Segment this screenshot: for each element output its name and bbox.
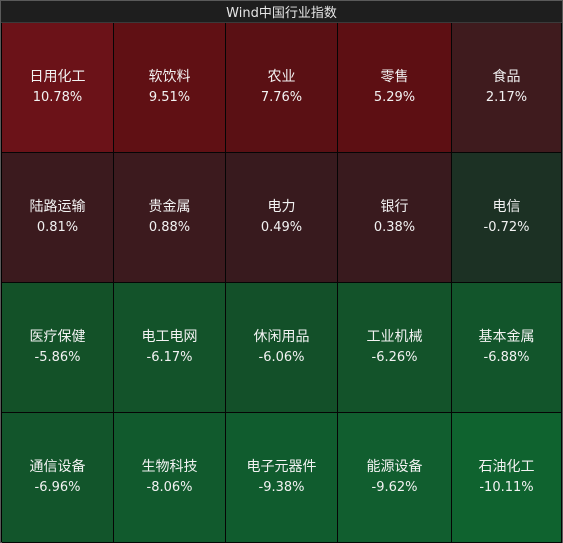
industry-tile[interactable]: 基本金属 -6.88% [452,283,562,413]
industry-name: 工业机械 [366,329,423,345]
heatmap-title: Wind中国行业指数 [226,6,337,21]
industry-name: 医疗保健 [29,329,86,345]
industry-tile[interactable]: 石油化工 -10.11% [452,413,562,543]
industry-tile[interactable]: 软饮料 9.51% [114,23,226,153]
industry-change-percent: 0.38% [373,220,416,235]
industry-name: 休闲用品 [253,329,310,345]
industry-name: 电工电网 [141,329,198,345]
industry-change-percent: -6.06% [258,350,305,365]
industry-change-percent: -6.26% [371,350,418,365]
industry-change-percent: -8.06% [146,480,193,495]
industry-change-percent: -9.62% [371,480,418,495]
industry-tile[interactable]: 银行 0.38% [338,153,452,283]
industry-tile[interactable]: 生物科技 -8.06% [114,413,226,543]
industry-name: 电力 [267,199,296,215]
industry-tile[interactable]: 贵金属 0.88% [114,153,226,283]
industry-name: 石油化工 [478,459,535,475]
industry-change-percent: 9.51% [148,90,191,105]
industry-name: 银行 [380,199,409,215]
industry-change-percent: 0.49% [260,220,303,235]
industry-tile[interactable]: 医疗保健 -5.86% [2,283,114,413]
industry-name: 能源设备 [366,459,423,475]
industry-tile[interactable]: 食品 2.17% [452,23,562,153]
industry-tile[interactable]: 日用化工 10.78% [2,23,114,153]
industry-name: 贵金属 [148,199,191,215]
industry-tile[interactable]: 能源设备 -9.62% [338,413,452,543]
industry-change-percent: -6.88% [483,350,530,365]
industry-change-percent: -6.96% [34,480,81,495]
industry-tile[interactable]: 工业机械 -6.26% [338,283,452,413]
industry-name: 电信 [492,199,521,215]
industry-change-percent: 2.17% [485,90,528,105]
industry-change-percent: -0.72% [483,220,530,235]
industry-heatmap-grid: 日用化工 10.78% 软饮料 9.51% 农业 7.76% 零售 5.29% … [2,23,562,543]
industry-name: 软饮料 [148,69,191,85]
industry-name: 零售 [380,69,409,85]
industry-change-percent: 0.88% [148,220,191,235]
industry-change-percent: -9.38% [258,480,305,495]
industry-tile[interactable]: 电信 -0.72% [452,153,562,283]
industry-tile[interactable]: 零售 5.29% [338,23,452,153]
industry-change-percent: -10.11% [479,480,534,495]
industry-name: 食品 [492,69,521,85]
industry-change-percent: 7.76% [260,90,303,105]
industry-name: 通信设备 [29,459,86,475]
industry-tile[interactable]: 通信设备 -6.96% [2,413,114,543]
industry-change-percent: 10.78% [32,90,83,105]
industry-tile[interactable]: 农业 7.76% [226,23,338,153]
industry-tile[interactable]: 电力 0.49% [226,153,338,283]
industry-tile[interactable]: 电工电网 -6.17% [114,283,226,413]
industry-tile[interactable]: 休闲用品 -6.06% [226,283,338,413]
industry-name: 生物科技 [141,459,198,475]
industry-name: 日用化工 [29,69,86,85]
industry-tile[interactable]: 电子元器件 -9.38% [226,413,338,543]
industry-name: 陆路运输 [29,199,86,215]
industry-change-percent: -5.86% [34,350,81,365]
industry-change-percent: 5.29% [373,90,416,105]
industry-name: 电子元器件 [246,459,317,475]
industry-change-percent: -6.17% [146,350,193,365]
industry-change-percent: 0.81% [36,220,79,235]
industry-tile[interactable]: 陆路运输 0.81% [2,153,114,283]
heatmap-title-bar: Wind中国行业指数 [1,1,562,23]
industry-name: 基本金属 [478,329,535,345]
industry-name: 农业 [267,69,296,85]
